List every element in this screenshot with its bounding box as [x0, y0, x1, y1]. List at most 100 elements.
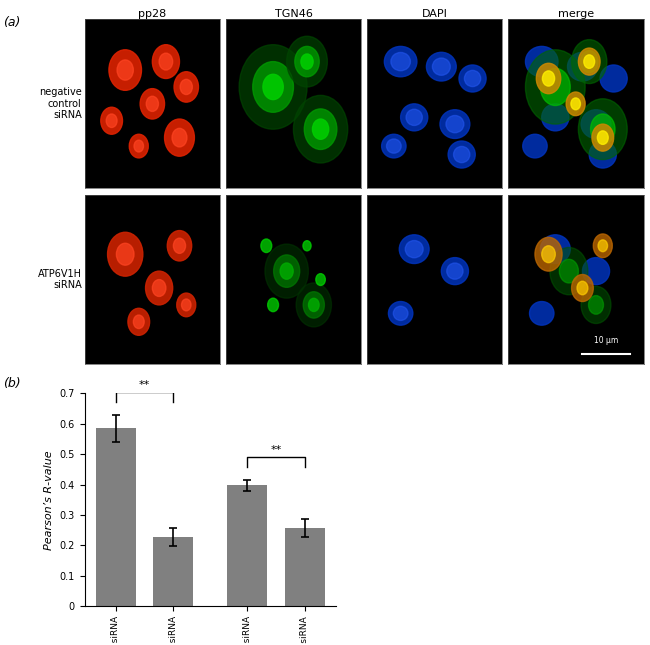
Ellipse shape — [541, 104, 569, 131]
Text: 10 μm: 10 μm — [594, 337, 618, 346]
Circle shape — [303, 292, 324, 318]
Circle shape — [313, 119, 329, 139]
Ellipse shape — [446, 115, 464, 133]
Circle shape — [172, 128, 187, 147]
Circle shape — [525, 50, 585, 124]
Circle shape — [128, 308, 150, 335]
Circle shape — [129, 134, 148, 158]
Circle shape — [591, 114, 615, 144]
Circle shape — [295, 46, 319, 77]
Ellipse shape — [581, 110, 611, 139]
Ellipse shape — [530, 301, 554, 325]
Ellipse shape — [389, 301, 413, 325]
Circle shape — [109, 50, 142, 90]
Ellipse shape — [441, 257, 469, 284]
Circle shape — [134, 140, 144, 152]
Circle shape — [133, 315, 144, 328]
Ellipse shape — [399, 235, 429, 264]
Circle shape — [578, 99, 627, 159]
Circle shape — [146, 271, 173, 305]
Circle shape — [263, 74, 283, 99]
Ellipse shape — [400, 104, 428, 131]
Bar — [96, 428, 136, 606]
Circle shape — [304, 109, 337, 150]
Ellipse shape — [382, 134, 406, 158]
Ellipse shape — [567, 52, 597, 81]
Circle shape — [550, 248, 588, 295]
Circle shape — [571, 39, 607, 84]
Circle shape — [571, 275, 593, 301]
Ellipse shape — [393, 306, 408, 321]
Text: (a): (a) — [3, 16, 21, 29]
Y-axis label: ATP6V1H
siRNA: ATP6V1H siRNA — [38, 269, 82, 290]
Ellipse shape — [391, 52, 410, 71]
Ellipse shape — [582, 257, 610, 284]
Circle shape — [535, 237, 562, 271]
Ellipse shape — [440, 110, 470, 139]
Circle shape — [303, 241, 311, 251]
Ellipse shape — [406, 109, 422, 126]
Circle shape — [309, 299, 319, 312]
Circle shape — [146, 96, 159, 112]
Circle shape — [598, 240, 608, 252]
Circle shape — [566, 92, 585, 115]
Title: TGN46: TGN46 — [274, 8, 313, 19]
Ellipse shape — [600, 65, 627, 92]
Circle shape — [578, 48, 600, 75]
Circle shape — [536, 63, 561, 94]
Circle shape — [581, 286, 611, 324]
Ellipse shape — [432, 58, 450, 75]
Ellipse shape — [459, 65, 486, 92]
Circle shape — [268, 298, 278, 312]
Ellipse shape — [464, 70, 481, 86]
Text: **: ** — [139, 380, 150, 390]
Ellipse shape — [454, 146, 470, 163]
Circle shape — [167, 230, 192, 261]
Circle shape — [239, 45, 307, 129]
Circle shape — [101, 107, 122, 134]
Ellipse shape — [447, 263, 463, 279]
Ellipse shape — [405, 241, 423, 258]
Circle shape — [159, 53, 173, 70]
Circle shape — [181, 299, 191, 311]
Circle shape — [180, 79, 192, 95]
Ellipse shape — [540, 235, 570, 264]
Circle shape — [580, 50, 598, 73]
Circle shape — [577, 281, 588, 295]
Title: pp28: pp28 — [138, 8, 166, 19]
Ellipse shape — [384, 46, 417, 77]
Circle shape — [177, 293, 196, 317]
Title: DAPI: DAPI — [422, 8, 447, 19]
Circle shape — [261, 239, 272, 253]
Ellipse shape — [448, 141, 475, 168]
Circle shape — [541, 246, 555, 263]
Circle shape — [280, 263, 293, 279]
Circle shape — [287, 36, 328, 87]
Circle shape — [560, 259, 578, 283]
Circle shape — [540, 68, 570, 106]
Circle shape — [174, 238, 186, 253]
Circle shape — [140, 88, 164, 119]
Circle shape — [584, 55, 595, 68]
Y-axis label: Pearson’s R-value: Pearson’s R-value — [44, 450, 54, 550]
Circle shape — [164, 119, 194, 156]
Circle shape — [174, 72, 198, 102]
Ellipse shape — [590, 141, 616, 168]
Circle shape — [571, 98, 580, 110]
Circle shape — [296, 283, 332, 327]
Circle shape — [117, 60, 133, 80]
Ellipse shape — [426, 52, 456, 81]
Ellipse shape — [525, 46, 558, 77]
Title: merge: merge — [558, 8, 593, 19]
Bar — [153, 537, 193, 606]
Circle shape — [301, 54, 313, 69]
Ellipse shape — [523, 134, 547, 158]
Circle shape — [265, 244, 308, 298]
Circle shape — [588, 295, 603, 314]
Circle shape — [116, 243, 134, 265]
Circle shape — [152, 45, 179, 79]
Circle shape — [316, 273, 326, 286]
Y-axis label: negative
control
siRNA: negative control siRNA — [39, 87, 82, 121]
Circle shape — [107, 232, 143, 276]
Bar — [227, 485, 267, 606]
